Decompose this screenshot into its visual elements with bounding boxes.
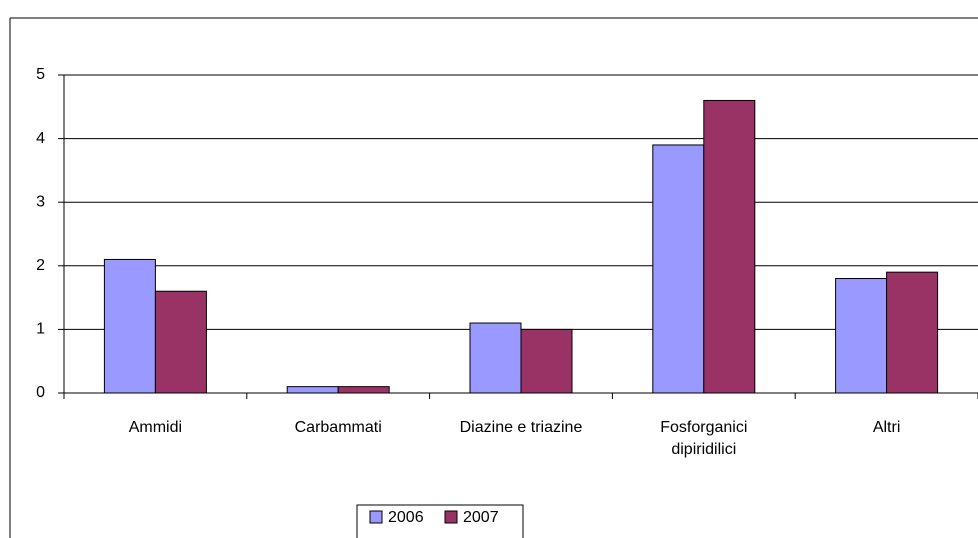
bar <box>886 271 939 394</box>
y-tick-label: 2 <box>36 257 45 274</box>
y-tick-label: 1 <box>36 321 45 338</box>
y-tick-label: 0 <box>36 384 45 401</box>
x-tick-label: Carbammati <box>294 419 382 436</box>
x-tick-label: Diazine e triazine <box>459 419 583 436</box>
bar <box>337 386 390 394</box>
legend-swatch <box>444 510 458 524</box>
legend-label: 2006 <box>388 509 424 526</box>
y-tick-label: 3 <box>36 193 45 210</box>
bar <box>520 328 573 394</box>
bar <box>469 322 522 394</box>
legend-label: 2007 <box>463 509 499 526</box>
y-tick-label: 4 <box>36 130 45 147</box>
bar <box>703 99 756 394</box>
x-tick-label: Ammidi <box>128 419 183 436</box>
bar <box>154 290 207 394</box>
bar <box>103 258 156 394</box>
legend-swatch <box>369 510 383 524</box>
bar <box>835 278 888 394</box>
x-tick-label: Altri <box>872 419 901 436</box>
bar <box>286 386 339 394</box>
x-tick-label: Fosforganici dipiridilici <box>660 419 748 458</box>
legend-box <box>356 504 524 538</box>
y-tick-label: 5 <box>36 66 45 83</box>
bar <box>652 144 705 394</box>
